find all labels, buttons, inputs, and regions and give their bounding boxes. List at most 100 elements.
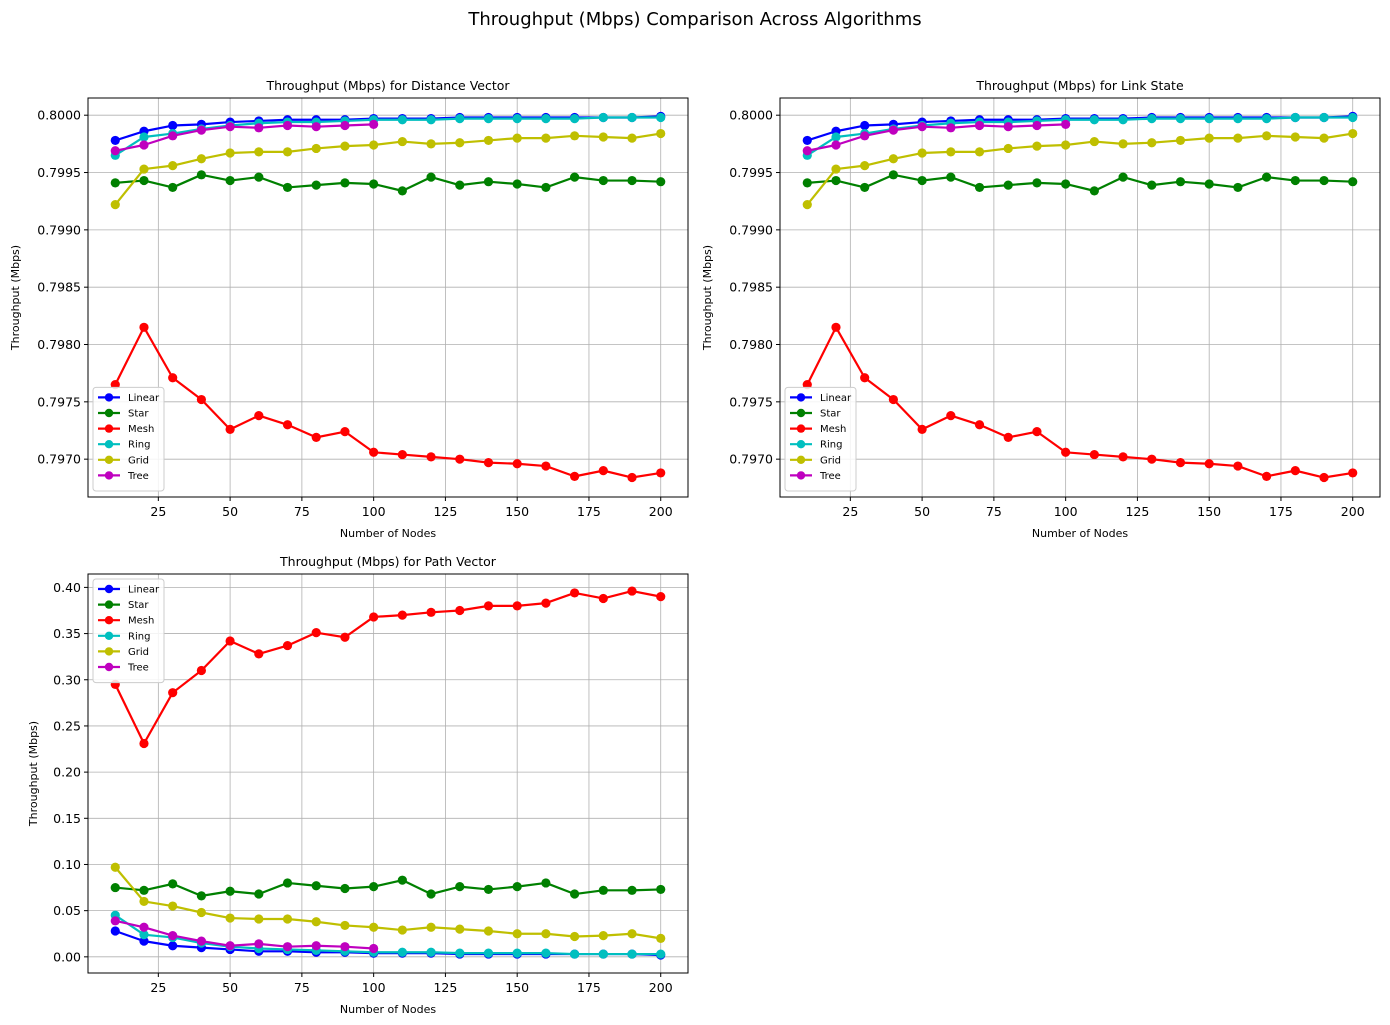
data-point bbox=[196, 665, 206, 676]
data-point bbox=[426, 922, 436, 932]
data-point bbox=[1348, 112, 1358, 123]
data-point bbox=[110, 862, 120, 872]
data-point bbox=[946, 123, 956, 133]
data-point bbox=[1204, 114, 1214, 124]
data-point bbox=[168, 161, 178, 171]
data-point bbox=[888, 394, 898, 405]
data-point bbox=[512, 179, 522, 189]
data-point bbox=[1233, 133, 1243, 143]
data-point bbox=[888, 125, 898, 135]
y-tick-label: 0.7975 bbox=[37, 394, 81, 409]
data-point bbox=[1175, 177, 1186, 187]
data-point bbox=[110, 882, 120, 893]
data-point bbox=[627, 929, 637, 939]
x-tick-label: 75 bbox=[294, 980, 310, 995]
data-point bbox=[426, 947, 436, 957]
data-point bbox=[168, 131, 178, 141]
x-tick-label: 75 bbox=[294, 504, 310, 519]
data-point bbox=[570, 114, 580, 124]
data-point bbox=[426, 172, 436, 182]
x-tick-label: 100 bbox=[362, 980, 386, 995]
data-point bbox=[1348, 128, 1358, 139]
data-point bbox=[139, 164, 149, 174]
data-point bbox=[512, 948, 522, 958]
legend-label: Star bbox=[128, 600, 149, 611]
data-point bbox=[225, 913, 235, 923]
data-point bbox=[1233, 114, 1243, 124]
series-line bbox=[115, 879, 661, 897]
y-tick-label: 0.7970 bbox=[729, 452, 773, 467]
data-point bbox=[110, 916, 120, 926]
legend-label: Tree bbox=[127, 663, 149, 674]
legend-marker bbox=[104, 616, 114, 625]
series-star bbox=[802, 170, 1358, 196]
data-point bbox=[282, 878, 293, 888]
data-point bbox=[1118, 172, 1128, 182]
data-point bbox=[1003, 143, 1013, 154]
legend-marker bbox=[796, 408, 806, 418]
series-line bbox=[114, 115, 661, 142]
data-point bbox=[1290, 112, 1300, 123]
data-point bbox=[802, 200, 812, 210]
legend-label: Linear bbox=[128, 585, 160, 596]
series-star bbox=[110, 170, 666, 196]
data-point bbox=[369, 882, 379, 892]
data-point bbox=[860, 131, 870, 141]
legend-item-linear: Linear bbox=[98, 393, 160, 404]
data-point bbox=[168, 373, 178, 383]
data-point bbox=[1319, 112, 1329, 123]
data-point bbox=[483, 114, 494, 124]
legend-marker bbox=[796, 424, 806, 433]
y-tick-label: 0.35 bbox=[53, 626, 81, 641]
data-point bbox=[139, 738, 149, 749]
data-point bbox=[254, 172, 264, 182]
data-point bbox=[340, 920, 350, 931]
data-point bbox=[369, 922, 379, 932]
data-point bbox=[282, 942, 293, 952]
data-point bbox=[570, 131, 580, 141]
data-point bbox=[426, 115, 436, 125]
data-point bbox=[168, 879, 178, 889]
data-point bbox=[656, 128, 666, 139]
data-point bbox=[598, 930, 608, 941]
y-tick-label: 0.8000 bbox=[37, 108, 81, 123]
subplot-title: Throughput (Mbps) for Path Vector bbox=[279, 554, 497, 569]
series-line bbox=[115, 123, 374, 152]
data-point bbox=[860, 373, 870, 383]
series-line bbox=[807, 123, 1066, 152]
x-tick-label: 150 bbox=[1197, 504, 1221, 519]
data-point bbox=[369, 179, 379, 189]
data-point bbox=[225, 424, 235, 434]
legend-marker bbox=[104, 440, 114, 449]
x-tick-label: 125 bbox=[433, 980, 457, 995]
x-tick-label: 25 bbox=[842, 504, 858, 519]
x-tick-label: 200 bbox=[1341, 504, 1365, 519]
data-point bbox=[426, 889, 436, 899]
data-point bbox=[1032, 178, 1042, 188]
data-point bbox=[455, 948, 465, 958]
data-point bbox=[1319, 133, 1329, 143]
data-point bbox=[311, 881, 321, 891]
series-grid bbox=[110, 862, 666, 943]
data-point bbox=[598, 175, 608, 186]
data-point bbox=[340, 942, 350, 952]
data-point bbox=[397, 947, 407, 957]
data-point bbox=[1032, 427, 1042, 437]
series-grid bbox=[110, 128, 666, 210]
data-point bbox=[196, 936, 206, 946]
x-tick-label: 25 bbox=[150, 504, 166, 519]
data-point bbox=[369, 447, 379, 457]
series-line bbox=[114, 589, 661, 745]
data-point bbox=[282, 182, 293, 193]
data-point bbox=[455, 114, 465, 124]
legend: Linear Star Mesh Ring Grid Tree bbox=[92, 386, 165, 492]
data-point bbox=[168, 901, 178, 911]
data-point bbox=[974, 182, 985, 193]
data-point bbox=[254, 410, 264, 421]
axes-frame bbox=[779, 97, 1381, 498]
data-point bbox=[369, 612, 379, 622]
data-point bbox=[455, 138, 465, 148]
data-point bbox=[1175, 135, 1186, 146]
data-point bbox=[541, 114, 551, 124]
data-point bbox=[974, 147, 985, 157]
